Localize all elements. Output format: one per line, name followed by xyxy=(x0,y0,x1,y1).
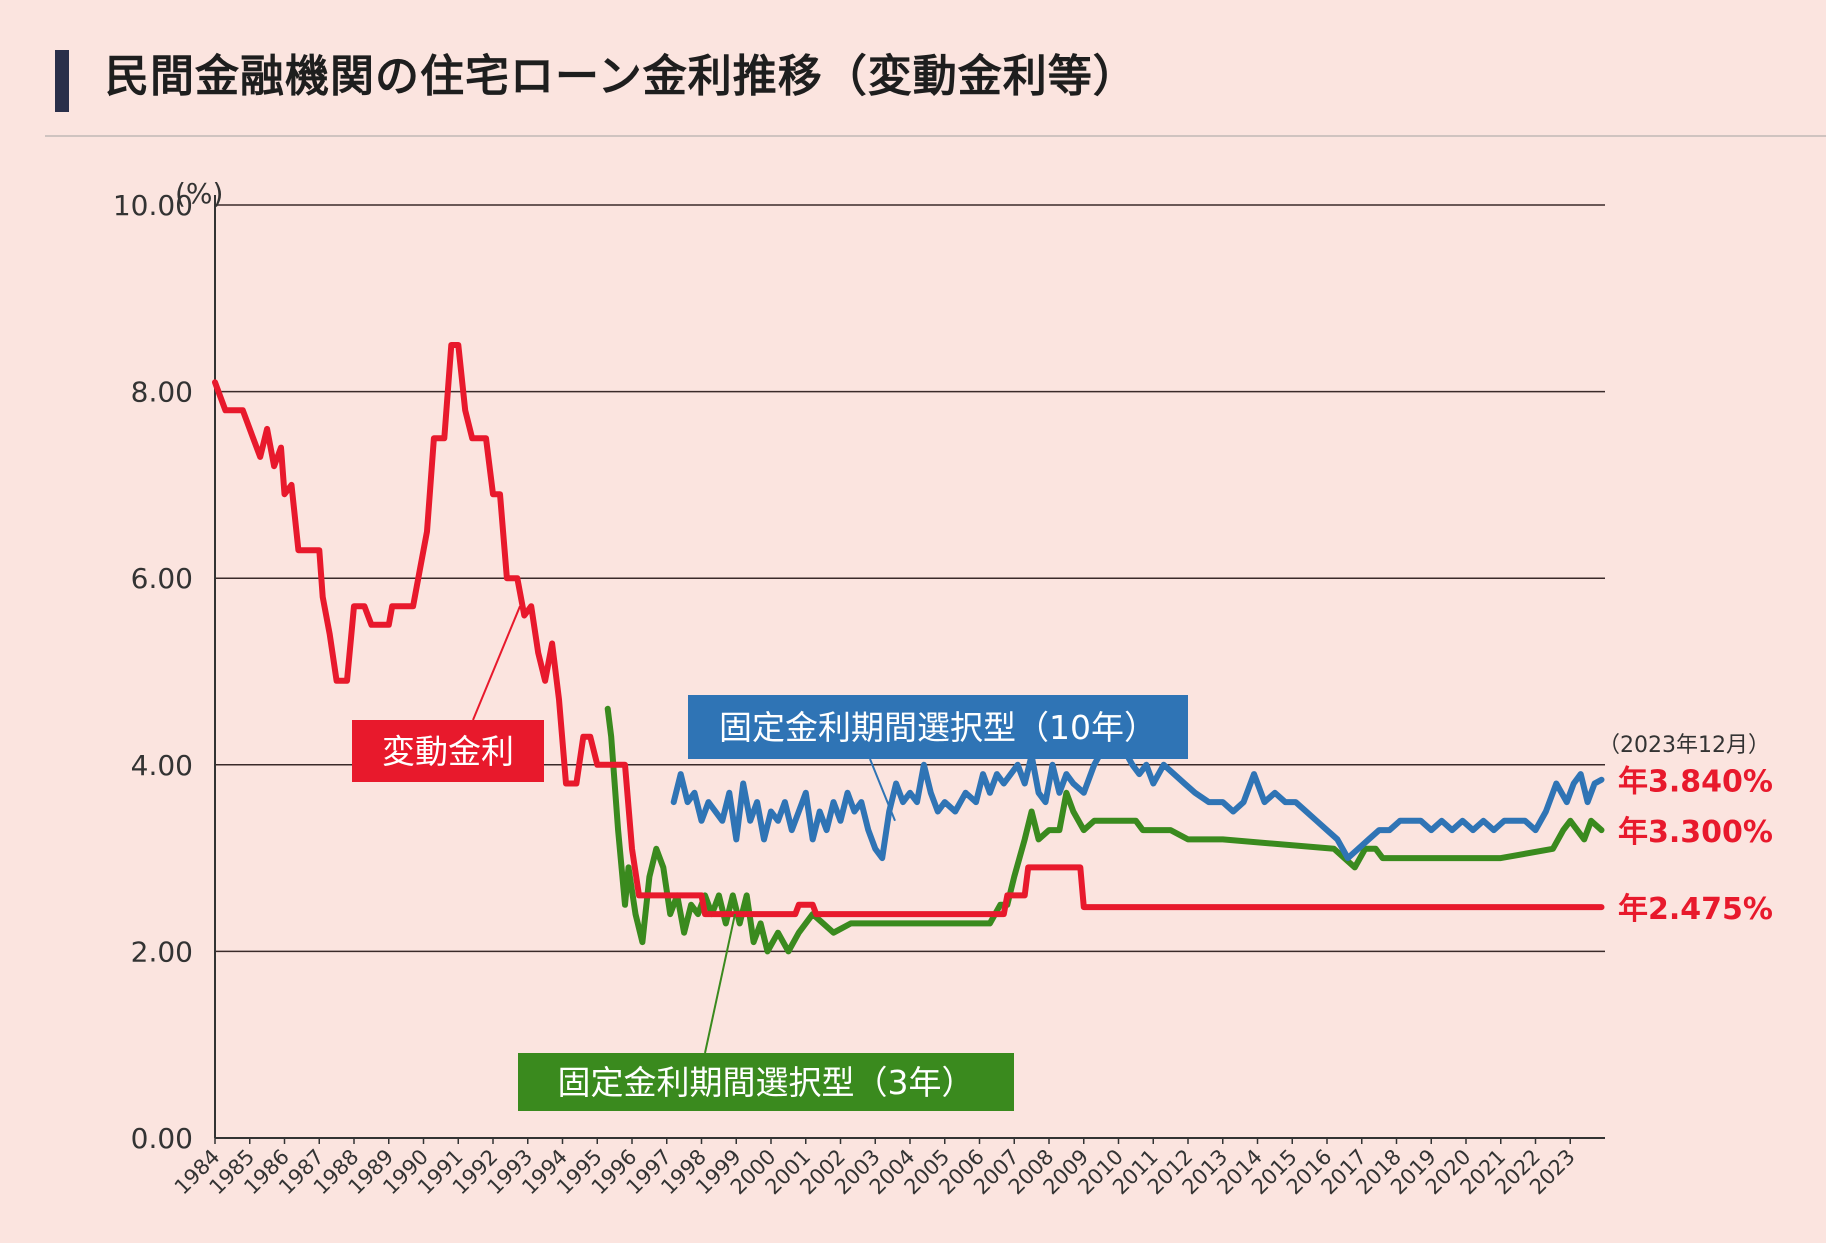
series-end-label: 年3.300% xyxy=(1618,815,1773,850)
page-title: 民間金融機関の住宅ローン金利推移（変動金利等） xyxy=(105,51,1138,102)
callout-leader xyxy=(869,758,896,822)
y-tick-label: 6.00 xyxy=(131,562,193,595)
series-end-label: 年3.840% xyxy=(1618,765,1773,800)
callout-leader xyxy=(704,913,736,1054)
series-label-box xyxy=(352,720,544,782)
series-line xyxy=(212,342,1605,918)
y-tick-label: 10.00 xyxy=(113,189,193,222)
date-note: （2023年12月） xyxy=(1598,733,1770,758)
series-line xyxy=(670,743,1605,862)
series-end-label: 年2.475% xyxy=(1618,892,1773,927)
y-tick-label: 8.00 xyxy=(131,376,193,409)
series-label: 固定金利期間選択型（3年） xyxy=(558,1063,975,1102)
title-divider xyxy=(45,135,1826,137)
title-accent-bar xyxy=(55,50,69,112)
callout-leader xyxy=(472,605,521,721)
series-label-box xyxy=(688,695,1188,759)
series-label-box xyxy=(518,1053,1014,1111)
y-tick-label: 0.00 xyxy=(131,1122,193,1155)
series-label: 固定金利期間選択型（10年） xyxy=(719,708,1157,747)
y-axis-unit: (%) xyxy=(175,177,223,210)
y-tick-label: 2.00 xyxy=(131,935,193,968)
series-label: 変動金利 xyxy=(382,732,514,771)
y-tick-label: 4.00 xyxy=(131,749,193,782)
